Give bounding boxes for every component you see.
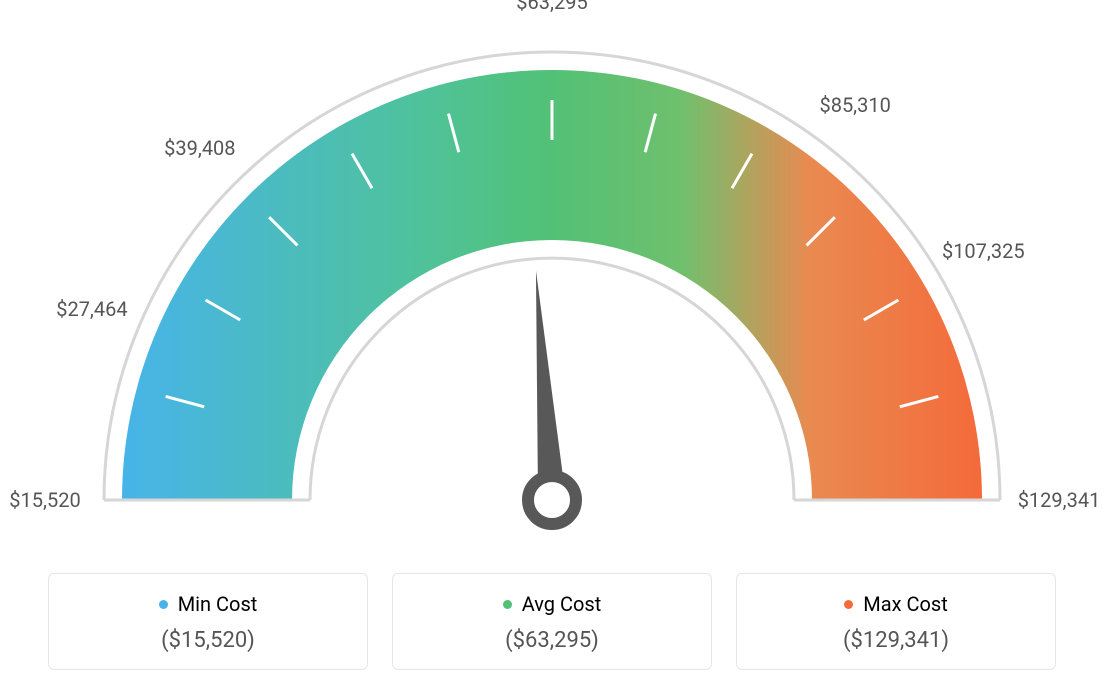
scale-label: $27,464 <box>56 297 127 321</box>
legend-card-min: Min Cost ($15,520) <box>48 573 368 670</box>
legend-card-avg: Avg Cost ($63,295) <box>392 573 712 670</box>
legend-title-avg: Avg Cost <box>503 592 602 616</box>
legend-card-max: Max Cost ($129,341) <box>736 573 1056 670</box>
dot-icon <box>159 600 168 609</box>
gauge-hub <box>528 476 576 524</box>
scale-label: $15,520 <box>9 488 80 512</box>
dot-icon <box>503 600 512 609</box>
gauge-needle <box>536 271 566 501</box>
legend-title-min: Min Cost <box>159 592 258 616</box>
scale-label: $85,310 <box>819 93 890 117</box>
legend-value-max: ($129,341) <box>749 628 1043 653</box>
legend-value-min: ($15,520) <box>61 628 355 653</box>
scale-label: $129,341 <box>1018 488 1101 512</box>
dot-icon <box>844 600 853 609</box>
legend-value-avg: ($63,295) <box>405 628 699 653</box>
legend-label-min: Min Cost <box>178 592 258 616</box>
scale-label: $107,325 <box>942 239 1025 263</box>
scale-label: $39,408 <box>164 136 235 160</box>
legend-row: Min Cost ($15,520) Avg Cost ($63,295) Ma… <box>0 573 1104 670</box>
legend-label-avg: Avg Cost <box>522 592 602 616</box>
gauge-area: $15,520 $27,464 $39,408 $63,295 $85,310 $107,… <box>0 0 1104 560</box>
scale-label: $63,295 <box>516 0 587 14</box>
gauge-svg <box>0 0 1104 560</box>
legend-title-max: Max Cost <box>844 592 948 616</box>
cost-gauge-chart: $15,520 $27,464 $39,408 $63,295 $85,310 $107,… <box>0 0 1104 690</box>
legend-label-max: Max Cost <box>863 592 948 616</box>
